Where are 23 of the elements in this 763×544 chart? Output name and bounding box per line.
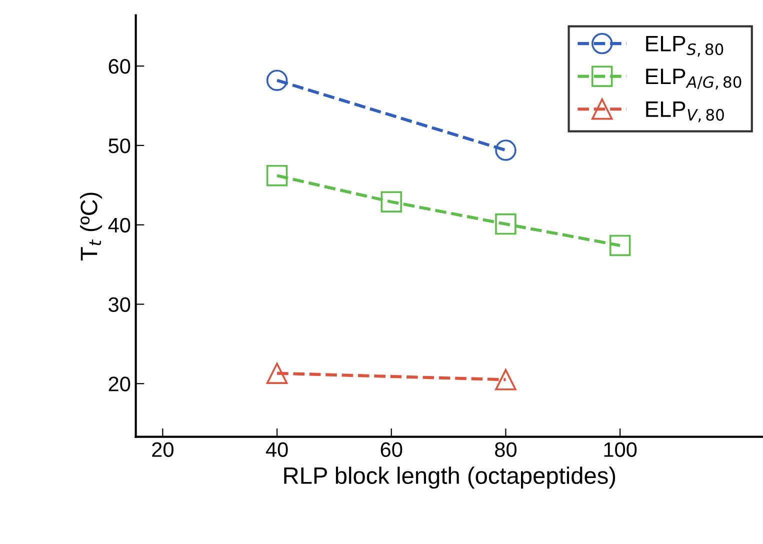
x-tick-label: 100 xyxy=(604,442,637,457)
y-tick-label: 40 xyxy=(108,218,130,233)
x-tick-label: 20 xyxy=(152,442,174,457)
y-tick-label: 60 xyxy=(108,59,130,74)
x-axis-title: RLP block length (octapeptides) xyxy=(284,466,616,489)
x-tick-label: 60 xyxy=(380,442,402,457)
y-tick-label: 20 xyxy=(108,376,130,392)
legend-label: ELP$_{V,80}$ xyxy=(646,102,724,122)
point xyxy=(495,140,516,161)
point xyxy=(495,213,516,235)
point xyxy=(266,164,288,186)
x-tick-label: 80 xyxy=(495,442,516,457)
x-tick-label: 40 xyxy=(266,442,288,457)
point xyxy=(609,234,631,256)
point xyxy=(495,369,516,390)
legend-label: ELP$_{A/G,80}$ xyxy=(646,68,742,90)
legend-label: ELP$_{S,80}$ xyxy=(646,36,724,57)
y-tick-label: 30 xyxy=(108,297,130,312)
y-tick-label: 50 xyxy=(108,138,130,154)
y-axis-title: T$_{t}$ (ºC) xyxy=(80,192,102,260)
point xyxy=(266,70,288,91)
point xyxy=(266,362,288,384)
point xyxy=(380,191,402,212)
